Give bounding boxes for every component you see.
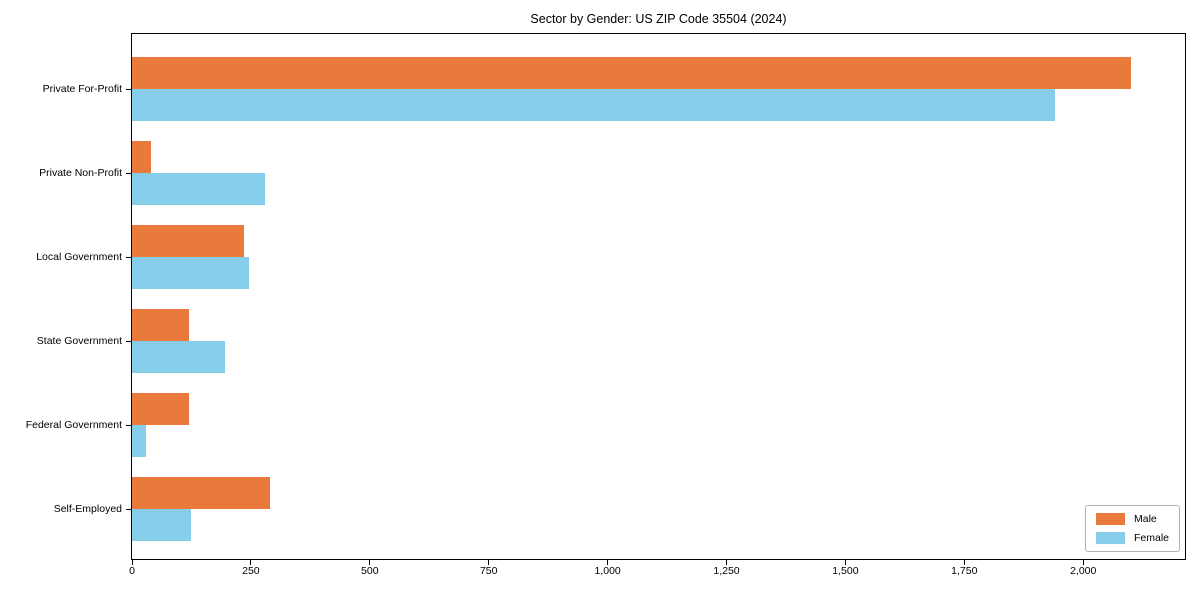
x-tick-label: 1,750 [951, 565, 978, 577]
x-tick [1082, 560, 1084, 565]
bar-female-0 [132, 89, 1055, 121]
legend-item-female: Female [1095, 532, 1169, 544]
bar-male-5 [132, 477, 270, 509]
chart-title: Sector by Gender: US ZIP Code 35504 (202… [530, 12, 787, 26]
x-tick [250, 560, 252, 565]
y-tick [126, 425, 131, 426]
x-tick-label: 1,000 [594, 565, 621, 577]
y-tick [126, 257, 131, 258]
bar-female-2 [132, 257, 249, 289]
x-tick [131, 560, 133, 565]
x-tick [607, 560, 609, 565]
y-tick-label: Private Non-Profit [39, 167, 122, 179]
x-tick [963, 560, 965, 565]
x-tick-label: 1,250 [713, 565, 740, 577]
y-tick [126, 89, 131, 90]
x-tick [488, 560, 490, 565]
x-tick-label: 500 [361, 565, 379, 577]
legend-label-female: Female [1133, 532, 1169, 544]
x-tick [844, 560, 846, 565]
y-tick-label: Private For-Profit [42, 83, 122, 95]
y-tick [126, 509, 131, 510]
legend-label-male: Male [1133, 513, 1157, 525]
x-tick [726, 560, 727, 565]
y-tick [126, 341, 131, 342]
y-tick-label: Federal Government [25, 419, 122, 431]
x-tick-label: 750 [479, 565, 498, 577]
bar-female-5 [132, 509, 191, 541]
x-tick [369, 560, 371, 565]
x-tick-label: 0 [129, 565, 135, 577]
bar-female-1 [132, 173, 265, 205]
legend-swatch-male [1095, 513, 1125, 525]
legend-item-male: Male [1095, 513, 1169, 525]
bar-male-2 [132, 225, 244, 257]
bar-male-1 [132, 141, 151, 173]
bar-female-3 [132, 341, 225, 373]
x-tick-label: 1,500 [832, 565, 859, 577]
bar-male-4 [132, 393, 189, 425]
x-tick-label: 250 [242, 565, 260, 577]
plot-area: Male Female Private For-Profit Private Non… [26, 33, 1186, 577]
bar-male-0 [132, 57, 1131, 89]
bar-male-3 [132, 309, 189, 341]
y-tick-label: Self-Employed [53, 503, 122, 515]
y-tick-label: State Government [36, 335, 122, 347]
y-tick-label: Local Government [36, 251, 122, 263]
x-tick-label: 2,000 [1070, 565, 1097, 577]
y-tick [126, 173, 131, 174]
legend: Male Female [1084, 505, 1180, 552]
legend-swatch-female [1095, 532, 1125, 544]
bar-female-4 [132, 425, 146, 457]
